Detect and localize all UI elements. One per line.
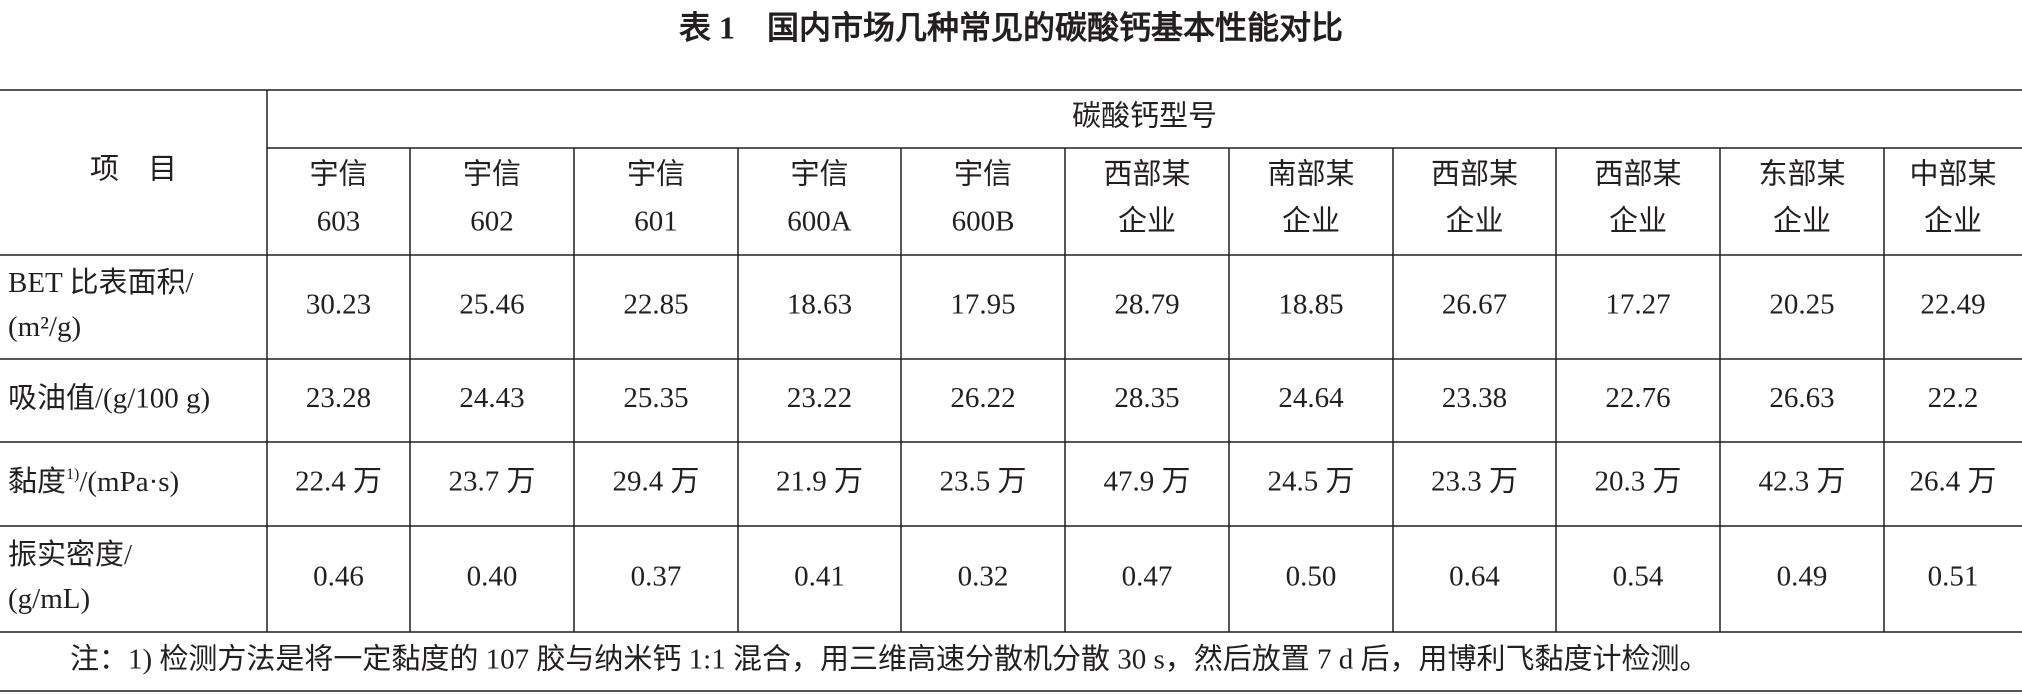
cell-value: 17.27 — [1605, 289, 1670, 321]
cell-value: 24.5 万 — [1267, 466, 1354, 498]
cell-value: 0.47 — [1122, 561, 1173, 593]
cell-value: 22.76 — [1605, 382, 1670, 414]
row-label-text: (m²/g) — [8, 311, 81, 343]
cell-value: 0.54 — [1613, 561, 1664, 593]
cell-value: 29.4 万 — [612, 466, 699, 498]
cell-value: 24.64 — [1278, 382, 1344, 414]
column-header: 603 — [317, 206, 361, 238]
column-header: 企业 — [1924, 205, 1982, 238]
cell-value: 22.2 — [1928, 382, 1979, 414]
row-label: BET 比表面积/ — [8, 266, 194, 299]
row-label: (m²/g) — [8, 311, 81, 343]
cell-value: 30.23 — [306, 289, 371, 321]
cell-value: 42.3 万 — [1758, 466, 1845, 498]
cell-value: 20.3 万 — [1594, 466, 1681, 498]
cell-value: 28.79 — [1114, 289, 1179, 321]
cell-value: 23.22 — [787, 382, 852, 414]
cell-value: 17.95 — [950, 289, 1015, 321]
cell-value: 47.9 万 — [1103, 466, 1190, 498]
column-header: 企业 — [1609, 205, 1667, 238]
row-label-text: 吸油值/(g/100 g) — [8, 381, 210, 414]
footnote: 注：1) 检测方法是将一定黏度的 107 胶与纳米钙 1:1 混合，用三维高速分… — [70, 643, 1709, 676]
column-header: 西部某 — [1594, 158, 1681, 191]
column-header: 南部某 — [1267, 158, 1354, 191]
column-header: 601 — [634, 206, 678, 238]
row-label: 黏度1)/(mPa·s) — [8, 465, 179, 498]
column-header: 600A — [787, 206, 852, 238]
cell-value: 23.7 万 — [448, 466, 535, 498]
column-header: 西部某 — [1431, 158, 1518, 191]
cell-value: 23.28 — [306, 382, 371, 414]
cell-value: 22.49 — [1920, 289, 1985, 321]
row-label-text: (g/mL) — [8, 583, 90, 615]
cell-value: 20.25 — [1769, 289, 1834, 321]
corner-header: 项 目 — [90, 154, 177, 186]
cell-value: 0.49 — [1777, 561, 1828, 593]
cell-value: 0.41 — [794, 561, 845, 593]
cell-value: 28.35 — [1114, 382, 1179, 414]
cell-value: 0.46 — [313, 561, 364, 593]
row-label-text: 黏度 — [8, 465, 66, 498]
footnote-mark: 1) — [66, 466, 79, 483]
column-header: 企业 — [1445, 205, 1503, 238]
cell-value: 23.5 万 — [939, 466, 1026, 498]
row-label: 振实密度/ — [8, 538, 133, 571]
column-header: 宇信 — [790, 158, 848, 191]
cell-value: 0.40 — [467, 561, 518, 593]
cell-value: 26.67 — [1442, 289, 1507, 321]
row-label-text: 振实密度/ — [8, 538, 133, 571]
column-header: 600B — [952, 206, 1015, 238]
column-header: 企业 — [1282, 205, 1340, 238]
cell-value: 0.32 — [958, 561, 1009, 593]
cell-value: 18.63 — [787, 289, 852, 321]
column-header: 宇信 — [463, 158, 521, 191]
column-header: 602 — [470, 206, 514, 238]
cell-value: 26.63 — [1769, 382, 1834, 414]
row-label: 吸油值/(g/100 g) — [8, 381, 210, 414]
column-header: 西部某 — [1103, 158, 1190, 191]
row-label: (g/mL) — [8, 583, 90, 615]
row-label-unit: /(mPa·s) — [79, 466, 179, 498]
column-header: 宇信 — [309, 158, 367, 191]
column-header: 中部某 — [1909, 158, 1996, 191]
table-title: 表 1 国内市场几种常见的碳酸钙基本性能对比 — [679, 9, 1343, 45]
cell-value: 0.64 — [1449, 561, 1500, 593]
row-label-text: BET 比表面积/ — [8, 266, 194, 299]
cell-value: 0.51 — [1928, 561, 1979, 593]
cell-value: 18.85 — [1278, 289, 1343, 321]
cell-value: 26.22 — [950, 382, 1015, 414]
cell-value: 25.46 — [459, 289, 524, 321]
column-header: 宇信 — [627, 158, 685, 191]
column-header: 企业 — [1118, 205, 1176, 238]
cell-value: 23.3 万 — [1431, 466, 1518, 498]
cell-value: 22.85 — [623, 289, 688, 321]
cell-value: 0.50 — [1286, 561, 1337, 593]
cell-value: 22.4 万 — [295, 466, 382, 498]
column-header: 企业 — [1773, 205, 1831, 238]
cell-value: 23.38 — [1442, 382, 1507, 414]
column-header: 东部某 — [1758, 158, 1845, 191]
group-header: 碳酸钙型号 — [1072, 100, 1217, 133]
column-header: 宇信 — [954, 158, 1012, 191]
cell-value: 25.35 — [623, 382, 688, 414]
cell-value: 21.9 万 — [776, 466, 863, 498]
cell-value: 24.43 — [459, 382, 524, 414]
cell-value: 0.37 — [631, 561, 682, 593]
cell-value: 26.4 万 — [1909, 466, 1996, 498]
